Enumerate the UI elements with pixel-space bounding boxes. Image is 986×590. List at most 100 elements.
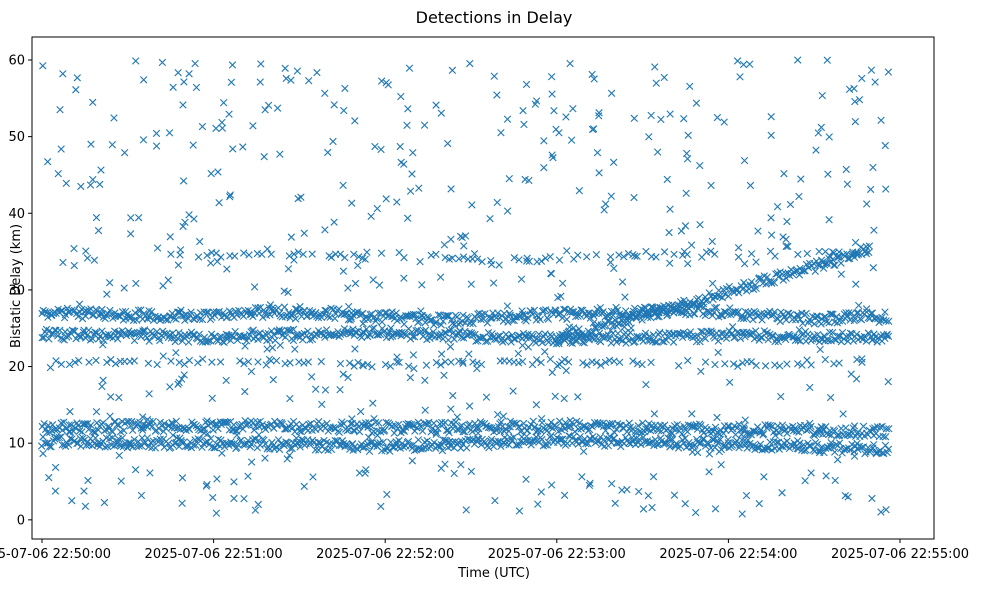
detection-point <box>322 306 331 315</box>
detection-point <box>383 490 391 499</box>
detection-point <box>733 57 742 65</box>
detection-point <box>228 61 237 69</box>
detection-point <box>437 350 446 358</box>
detection-point <box>518 357 527 366</box>
detection-point <box>71 358 79 367</box>
detection-point <box>172 417 180 425</box>
detection-point <box>343 427 351 435</box>
detection-point <box>681 500 689 508</box>
detection-point <box>839 410 847 418</box>
detection-point <box>80 487 88 495</box>
detection-point <box>579 359 587 367</box>
detection-point <box>846 446 854 454</box>
detection-point <box>610 357 618 365</box>
detection-point <box>869 264 877 272</box>
detection-point <box>317 357 325 366</box>
detection-point <box>575 311 584 319</box>
detection-point <box>752 284 760 293</box>
detection-point <box>300 482 308 491</box>
detection-point <box>447 235 455 244</box>
detection-point <box>836 332 844 341</box>
detection-point <box>404 105 412 113</box>
detection-point <box>629 436 637 445</box>
detection-point <box>304 358 313 366</box>
y-tick-label: 50 <box>8 130 25 145</box>
detection-point <box>697 421 705 430</box>
detection-point <box>344 302 353 311</box>
detection-point <box>283 455 291 463</box>
detection-point <box>444 426 452 434</box>
detection-point <box>314 438 323 446</box>
detection-point <box>76 427 84 435</box>
detection-point <box>382 78 390 87</box>
detection-point <box>660 73 668 82</box>
detection-point <box>653 148 662 156</box>
detection-point <box>180 78 188 86</box>
detection-point <box>291 345 299 353</box>
detection-point <box>230 421 238 429</box>
detection-point <box>682 331 690 339</box>
detection-point <box>376 330 385 339</box>
detection-point <box>537 414 546 423</box>
detection-point <box>194 253 203 261</box>
detection-point <box>438 446 447 455</box>
detection-point <box>684 356 692 365</box>
detection-point <box>222 376 230 385</box>
detection-point <box>678 300 687 308</box>
detection-point <box>321 306 329 315</box>
detection-point <box>336 360 345 368</box>
detection-point <box>663 175 671 184</box>
detection-point <box>610 264 618 273</box>
detection-point <box>208 358 216 366</box>
detection-point <box>295 427 304 435</box>
detection-point <box>718 294 727 302</box>
detection-point <box>840 445 849 454</box>
detection-point <box>810 431 819 440</box>
x-axis-label: Time (UTC) <box>457 566 530 581</box>
detection-point <box>826 393 835 402</box>
detection-point <box>825 216 833 224</box>
detection-point <box>884 332 893 341</box>
detection-point <box>835 439 844 447</box>
detection-point <box>437 321 445 329</box>
detection-point <box>539 306 548 315</box>
detection-point <box>747 431 756 439</box>
detection-point <box>713 113 722 122</box>
detection-point <box>100 498 109 507</box>
detection-point <box>83 254 92 262</box>
detection-point <box>595 112 603 120</box>
detection-point <box>850 422 859 430</box>
detection-point <box>638 316 646 324</box>
detection-point <box>866 185 875 194</box>
detection-point <box>426 316 434 324</box>
detection-point <box>346 330 354 338</box>
detection-point <box>833 455 842 464</box>
detection-point <box>213 475 221 483</box>
detection-point <box>286 359 294 367</box>
detection-point <box>272 356 281 365</box>
detection-point <box>327 445 336 454</box>
detection-point <box>46 363 55 372</box>
detection-point <box>212 509 221 517</box>
detection-point <box>228 332 236 340</box>
detection-point <box>635 435 643 444</box>
detection-point <box>835 359 843 367</box>
detection-point <box>351 279 360 288</box>
detection-point <box>503 207 512 215</box>
detection-point <box>534 500 542 508</box>
detection-point <box>98 305 106 314</box>
detection-point <box>285 451 294 459</box>
detection-point <box>191 59 199 68</box>
detection-point <box>227 78 236 86</box>
detection-point <box>294 194 302 203</box>
detection-point <box>82 307 90 315</box>
detection-point <box>275 326 284 334</box>
detection-point <box>696 161 704 170</box>
detection-point <box>630 193 638 202</box>
detection-point <box>450 469 458 478</box>
detection-point <box>555 417 564 425</box>
detection-point <box>798 267 806 275</box>
detection-point <box>133 316 141 324</box>
detection-point <box>408 457 417 465</box>
detection-point <box>335 332 343 341</box>
